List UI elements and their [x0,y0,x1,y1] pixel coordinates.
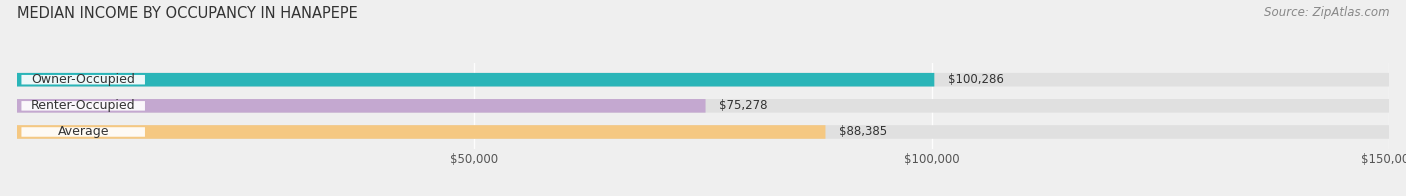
Text: Average: Average [58,125,108,138]
FancyBboxPatch shape [21,75,145,84]
FancyBboxPatch shape [17,73,935,86]
FancyBboxPatch shape [17,99,706,113]
Text: $75,278: $75,278 [720,99,768,112]
FancyBboxPatch shape [21,101,145,111]
Text: Owner-Occupied: Owner-Occupied [31,73,135,86]
FancyBboxPatch shape [17,125,1389,139]
FancyBboxPatch shape [21,127,145,137]
Text: Renter-Occupied: Renter-Occupied [31,99,135,112]
Text: $88,385: $88,385 [839,125,887,138]
FancyBboxPatch shape [17,73,1389,86]
Text: Source: ZipAtlas.com: Source: ZipAtlas.com [1264,6,1389,19]
FancyBboxPatch shape [17,125,825,139]
Text: MEDIAN INCOME BY OCCUPANCY IN HANAPEPE: MEDIAN INCOME BY OCCUPANCY IN HANAPEPE [17,6,357,21]
FancyBboxPatch shape [17,99,1389,113]
Text: $100,286: $100,286 [948,73,1004,86]
